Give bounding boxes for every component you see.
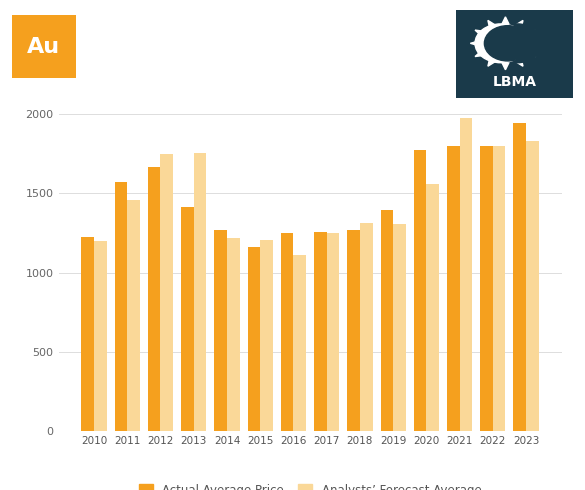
- Circle shape: [475, 24, 526, 63]
- Text: LBMA: LBMA: [493, 75, 537, 89]
- Bar: [260, 240, 273, 431]
- Bar: [115, 182, 128, 431]
- Text: Au: Au: [27, 37, 60, 56]
- Legend: Actual Average Price, Analysts’ Forecast Average: Actual Average Price, Analysts’ Forecast…: [139, 484, 481, 490]
- Bar: [393, 223, 406, 431]
- Bar: [81, 237, 94, 431]
- Bar: [181, 207, 194, 431]
- Bar: [128, 200, 140, 431]
- Bar: [380, 210, 393, 431]
- Bar: [360, 222, 373, 431]
- Bar: [194, 153, 207, 431]
- Bar: [326, 233, 339, 431]
- Bar: [514, 123, 526, 431]
- Bar: [281, 233, 294, 431]
- Bar: [148, 167, 160, 431]
- Circle shape: [484, 25, 531, 61]
- Bar: [493, 146, 505, 431]
- Bar: [227, 238, 240, 431]
- Polygon shape: [470, 17, 541, 70]
- Bar: [214, 230, 227, 431]
- Bar: [460, 118, 472, 431]
- Bar: [447, 146, 460, 431]
- Bar: [526, 141, 539, 431]
- Bar: [426, 184, 439, 431]
- Bar: [314, 232, 326, 431]
- Bar: [414, 150, 426, 431]
- Bar: [347, 230, 360, 431]
- Bar: [160, 153, 173, 431]
- Circle shape: [491, 24, 543, 63]
- Bar: [480, 146, 493, 431]
- Bar: [94, 241, 106, 431]
- Circle shape: [489, 31, 522, 56]
- Bar: [294, 255, 306, 431]
- Bar: [247, 247, 260, 431]
